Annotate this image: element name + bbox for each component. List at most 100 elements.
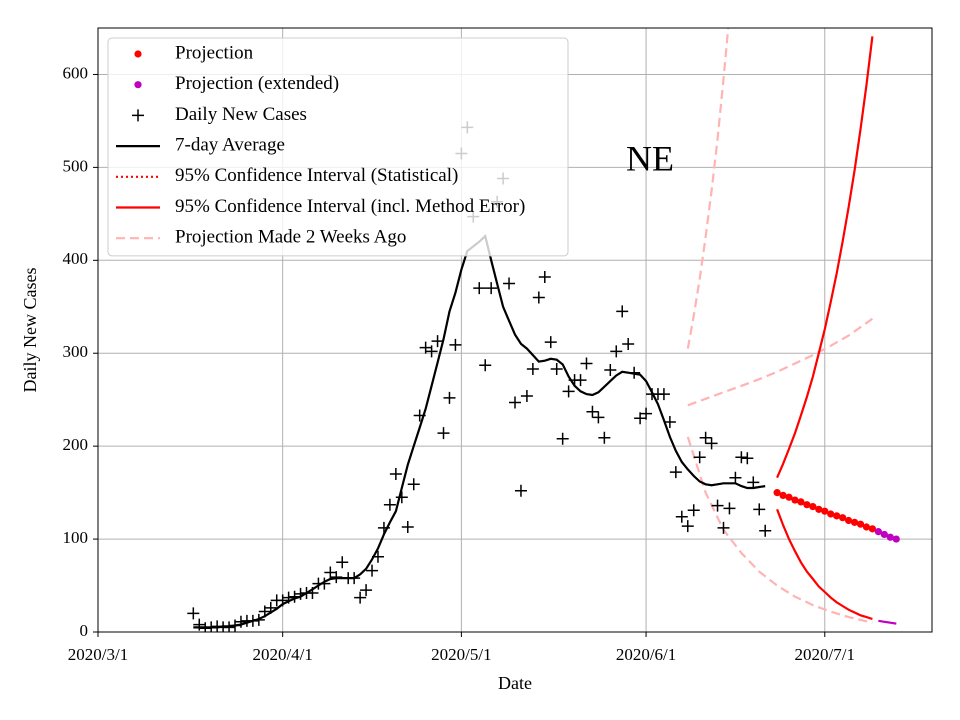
case-marker — [306, 586, 319, 599]
projection-dot — [892, 535, 900, 543]
case-marker — [741, 452, 754, 465]
y-axis-label: Daily New Cases — [20, 268, 40, 393]
case-marker — [669, 466, 682, 479]
y-tick-label: 100 — [63, 528, 89, 547]
case-marker — [288, 590, 301, 603]
legend-label: Daily New Cases — [175, 104, 307, 125]
case-marker — [348, 572, 361, 585]
case-marker — [479, 359, 492, 372]
case-marker — [282, 591, 295, 604]
case-marker — [431, 335, 444, 348]
projection-dot — [773, 489, 781, 497]
case-marker — [318, 577, 331, 590]
projection-dot — [785, 493, 793, 501]
projection-dot — [880, 530, 888, 539]
x-axis-label: Date — [498, 673, 532, 693]
case-marker — [735, 451, 748, 464]
lower-bound-line — [776, 508, 873, 621]
case-marker — [485, 282, 498, 295]
case-marker — [574, 374, 587, 387]
case-marker — [622, 337, 635, 350]
case-marker — [187, 607, 200, 620]
projection-dot — [845, 516, 853, 525]
case-marker — [514, 484, 527, 497]
legend-label: Projection Made 2 Weeks Ago — [175, 227, 406, 248]
case-marker — [699, 431, 712, 444]
projection-dot — [850, 518, 859, 526]
x-tick-label: 2020/3/1 — [68, 645, 128, 664]
case-marker — [640, 407, 653, 420]
axes-frame — [97, 27, 933, 633]
case-marker — [580, 357, 593, 370]
case-marker — [711, 499, 724, 512]
case-marker — [336, 556, 349, 569]
case-marker — [532, 291, 545, 304]
case-marker — [389, 468, 402, 481]
case-marker — [693, 451, 706, 464]
case-marker — [610, 345, 623, 358]
case-marker — [252, 613, 265, 626]
case-marker — [598, 431, 611, 444]
projection-dot — [809, 502, 817, 511]
case-marker — [449, 338, 462, 351]
case-marker — [413, 409, 426, 422]
case-marker — [366, 564, 379, 577]
legend-label: 7-day Average — [175, 134, 285, 155]
case-marker — [503, 277, 516, 290]
projection-dot — [833, 512, 841, 520]
projection-dot — [815, 505, 823, 513]
case-marker — [538, 271, 551, 284]
case-marker — [747, 476, 760, 489]
case-marker — [360, 584, 373, 597]
projection-dot — [862, 523, 871, 531]
case-marker — [377, 521, 390, 534]
case-marker — [354, 591, 367, 604]
y-tick-label: 0 — [80, 621, 89, 640]
case-marker — [234, 615, 247, 628]
case-marker — [663, 415, 676, 428]
case-marker — [246, 614, 259, 627]
projection-dot — [839, 514, 847, 522]
case-marker — [550, 363, 563, 376]
case-marker — [223, 621, 236, 632]
x-tick-label: 2020/4/1 — [252, 645, 312, 664]
legend-marker — [134, 50, 142, 58]
case-marker — [687, 504, 700, 517]
case-marker — [562, 385, 575, 398]
case-marker — [509, 396, 521, 409]
case-marker — [616, 305, 629, 318]
projection-dot — [856, 520, 865, 528]
lower-bound-line — [686, 436, 873, 624]
legend-label: 95% Confidence Interval (incl. Method Er… — [175, 196, 525, 217]
case-marker — [657, 388, 670, 401]
case-marker — [276, 594, 289, 607]
projection-dot — [779, 491, 787, 500]
case-marker — [705, 437, 718, 450]
case-marker — [675, 510, 688, 523]
case-marker — [526, 363, 539, 376]
case-marker — [383, 498, 396, 511]
legend-box — [107, 37, 569, 257]
legend-label: 95% Confidence Interval (Statistical) — [175, 165, 458, 186]
case-marker — [401, 520, 414, 533]
case-marker — [371, 550, 384, 563]
legend-label: Projection — [175, 42, 254, 63]
case-marker — [592, 411, 605, 424]
projection-dot — [868, 525, 877, 533]
case-marker — [753, 503, 766, 516]
case-marker — [681, 520, 694, 533]
case-marker — [395, 491, 408, 504]
y-tick-label: 300 — [63, 342, 89, 361]
axes: 0 100 200 300 400 500 600 2020/3/1 2020/4/1 2020/… — [63, 63, 855, 664]
case-marker — [407, 478, 420, 491]
series-line — [687, 317, 874, 407]
case-marker — [211, 620, 224, 632]
projection-dot — [874, 528, 882, 536]
legend-marker — [132, 109, 144, 122]
legend: Projection Projection (extended) Daily New… — [107, 37, 569, 257]
case-marker — [473, 282, 486, 295]
case-marker — [717, 521, 730, 534]
legend-marker — [134, 81, 142, 89]
case-marker — [264, 601, 277, 614]
case-marker — [759, 524, 772, 537]
